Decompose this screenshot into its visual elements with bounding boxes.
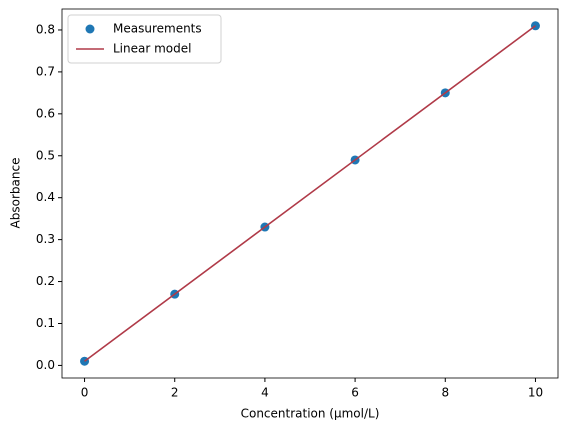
x-tick-label: 8 (441, 386, 449, 400)
legend-marker (85, 24, 95, 34)
x-tick-label: 6 (351, 386, 359, 400)
x-tick-label: 4 (261, 386, 269, 400)
x-tick-label: 0 (81, 386, 89, 400)
y-axis-label: Absorbance (9, 158, 23, 229)
plot-frame (61, 8, 559, 379)
y-tick-label: 0.3 (36, 232, 55, 246)
legend-box (67, 14, 222, 64)
x-axis-label: Concentration (µmol/L) (241, 407, 380, 421)
legend-label: Linear model (113, 42, 191, 56)
y-tick-label: 0.8 (36, 22, 55, 36)
y-tick-label: 0.7 (36, 64, 55, 78)
y-tick-label: 0.1 (36, 316, 55, 330)
x-tick-label: 2 (171, 386, 179, 400)
y-tick-label: 0.0 (36, 358, 55, 372)
y-tick-label: 0.2 (36, 274, 55, 288)
model-line (84, 25, 536, 362)
y-tick-label: 0.6 (36, 106, 55, 120)
legend-label: Measurements (113, 22, 202, 36)
x-tick-label: 10 (528, 386, 543, 400)
y-tick-label: 0.4 (36, 190, 55, 204)
y-tick-label: 0.5 (36, 148, 55, 162)
